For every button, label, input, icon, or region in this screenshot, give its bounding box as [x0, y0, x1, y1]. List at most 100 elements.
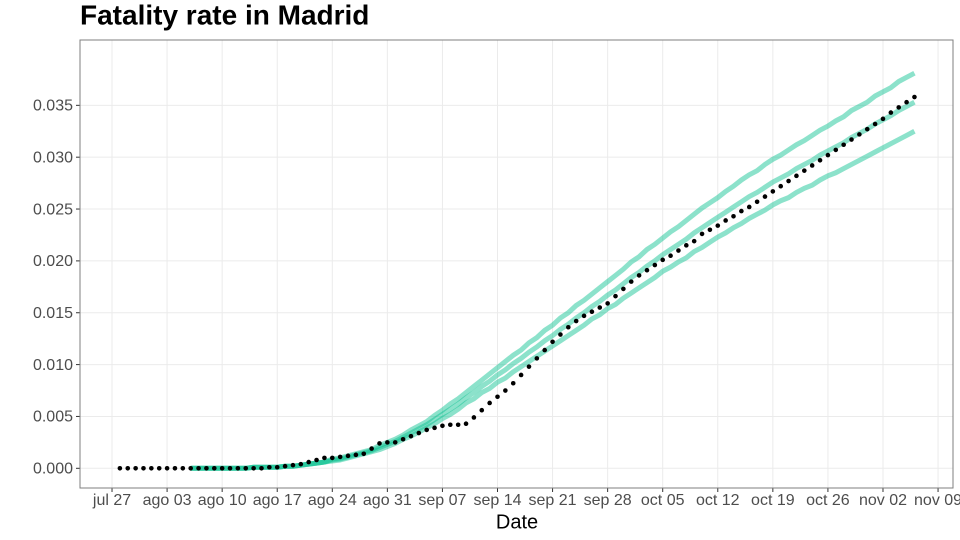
data-point [172, 465, 178, 471]
data-point [432, 425, 437, 431]
x-tick-label: ago 24 [308, 492, 357, 509]
data-point [526, 364, 532, 369]
data-point [550, 339, 555, 345]
data-point [495, 394, 500, 400]
data-point [510, 380, 516, 386]
x-tick-label: ago 03 [143, 492, 192, 509]
data-point [164, 465, 170, 471]
y-tick-label: 0.005 [33, 409, 73, 426]
data-point [424, 427, 429, 433]
data-point [786, 178, 791, 184]
data-point [518, 372, 524, 378]
data-point [605, 301, 610, 306]
data-point [904, 99, 909, 105]
data-point [329, 455, 335, 461]
data-point [652, 262, 658, 268]
data-point [259, 465, 264, 471]
data-point [337, 454, 343, 460]
data-point [762, 194, 768, 199]
plot-background [80, 40, 953, 488]
data-point [857, 132, 862, 137]
data-point [290, 462, 296, 468]
data-point [196, 465, 201, 471]
y-tick-label: 0.000 [33, 461, 73, 478]
data-point [589, 309, 595, 315]
x-tick-label: sep 21 [529, 492, 577, 509]
data-point [581, 313, 587, 319]
plot-border [79, 39, 954, 489]
x-tick-label: nov 09 [914, 492, 960, 509]
data-point [644, 267, 650, 273]
data-point [133, 465, 138, 471]
data-point [377, 441, 382, 446]
data-point [479, 407, 485, 413]
data-point [542, 347, 548, 353]
data-point [314, 457, 319, 463]
data-point [141, 465, 146, 471]
data-point [534, 356, 540, 361]
data-point [211, 465, 217, 471]
data-point [566, 324, 571, 330]
data-point [668, 253, 673, 259]
data-point [699, 231, 705, 237]
data-point [408, 433, 414, 439]
data-point [597, 305, 603, 310]
data-point [447, 422, 453, 428]
data-point [628, 279, 634, 284]
data-point [833, 147, 839, 153]
data-point [676, 248, 681, 253]
data-point [660, 257, 666, 263]
y-tick-label: 0.015 [33, 305, 73, 322]
x-tick-label: sep 07 [418, 492, 466, 509]
data-point [463, 421, 469, 427]
y-tick-label: 0.025 [33, 201, 73, 218]
data-point [188, 465, 193, 471]
data-point [503, 388, 508, 393]
data-point [825, 152, 831, 158]
data-point [440, 423, 445, 429]
data-point [754, 199, 760, 205]
x-tick-label: sep 28 [584, 492, 632, 509]
chart-title: Fatality rate in Madrid [80, 0, 369, 30]
data-point [353, 452, 359, 458]
data-point [369, 446, 374, 451]
data-point [274, 464, 280, 470]
data-point [849, 137, 854, 142]
data-point [841, 142, 846, 148]
data-point [416, 430, 422, 436]
data-point [125, 465, 131, 471]
y-tick-label: 0.030 [33, 149, 73, 166]
data-point [746, 204, 752, 210]
data-point [896, 105, 902, 110]
data-point [227, 465, 233, 471]
data-point [219, 465, 225, 471]
data-point [400, 436, 406, 442]
data-point [723, 218, 728, 223]
x-tick-label: sep 14 [473, 492, 521, 509]
data-point [573, 318, 579, 324]
data-line [190, 100, 916, 471]
data-point [691, 238, 697, 244]
data-point [204, 465, 209, 471]
data-point [361, 451, 367, 457]
data-point [471, 415, 477, 420]
data-point [235, 465, 241, 471]
data-point [156, 465, 162, 471]
data-line [190, 129, 916, 471]
y-tick-label: 0.020 [33, 253, 73, 270]
data-point [817, 157, 823, 163]
data-point [770, 189, 776, 194]
data-point [794, 173, 799, 179]
data-point [455, 422, 461, 428]
data-point [149, 465, 154, 471]
data-point [778, 183, 784, 189]
data-point [715, 223, 721, 228]
data-point [809, 163, 815, 168]
x-tick-label: oct 19 [751, 492, 795, 509]
data-point [707, 227, 713, 233]
y-tick-label: 0.010 [33, 357, 73, 374]
data-point [251, 465, 256, 471]
x-tick-label: nov 02 [859, 492, 907, 509]
data-point [613, 293, 618, 299]
